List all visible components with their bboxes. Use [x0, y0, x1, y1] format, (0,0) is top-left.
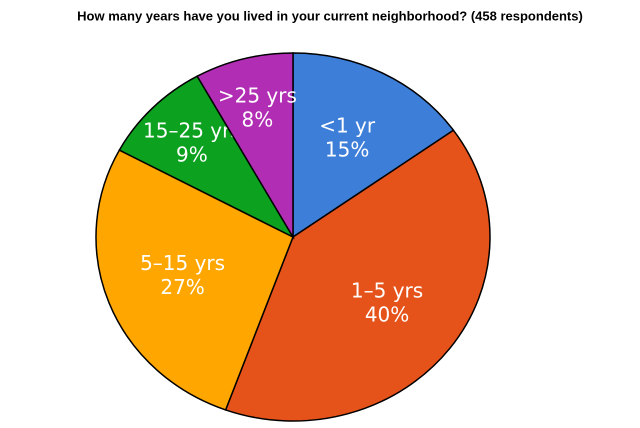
slice-label: 5–15 yrs: [140, 251, 225, 275]
chart-title: How many years have you lived in your cu…: [77, 8, 583, 23]
pie-slice: [196, 52, 294, 240]
pie-slice: [118, 75, 295, 239]
slice-value-label: 9%: [176, 143, 208, 167]
slice-label: <1 yr: [319, 113, 376, 137]
slice-value-label: 40%: [365, 302, 409, 326]
pie-slice: [292, 52, 455, 239]
slice-label: >25 yrs: [218, 83, 297, 107]
pie-slice: [95, 149, 294, 411]
slice-value-label: 27%: [160, 275, 204, 299]
pie-slice: [224, 129, 491, 422]
slice-value-label: 15%: [325, 137, 369, 161]
slice-value-label: 8%: [242, 107, 274, 131]
slice-label: 1–5 yrs: [351, 278, 423, 302]
